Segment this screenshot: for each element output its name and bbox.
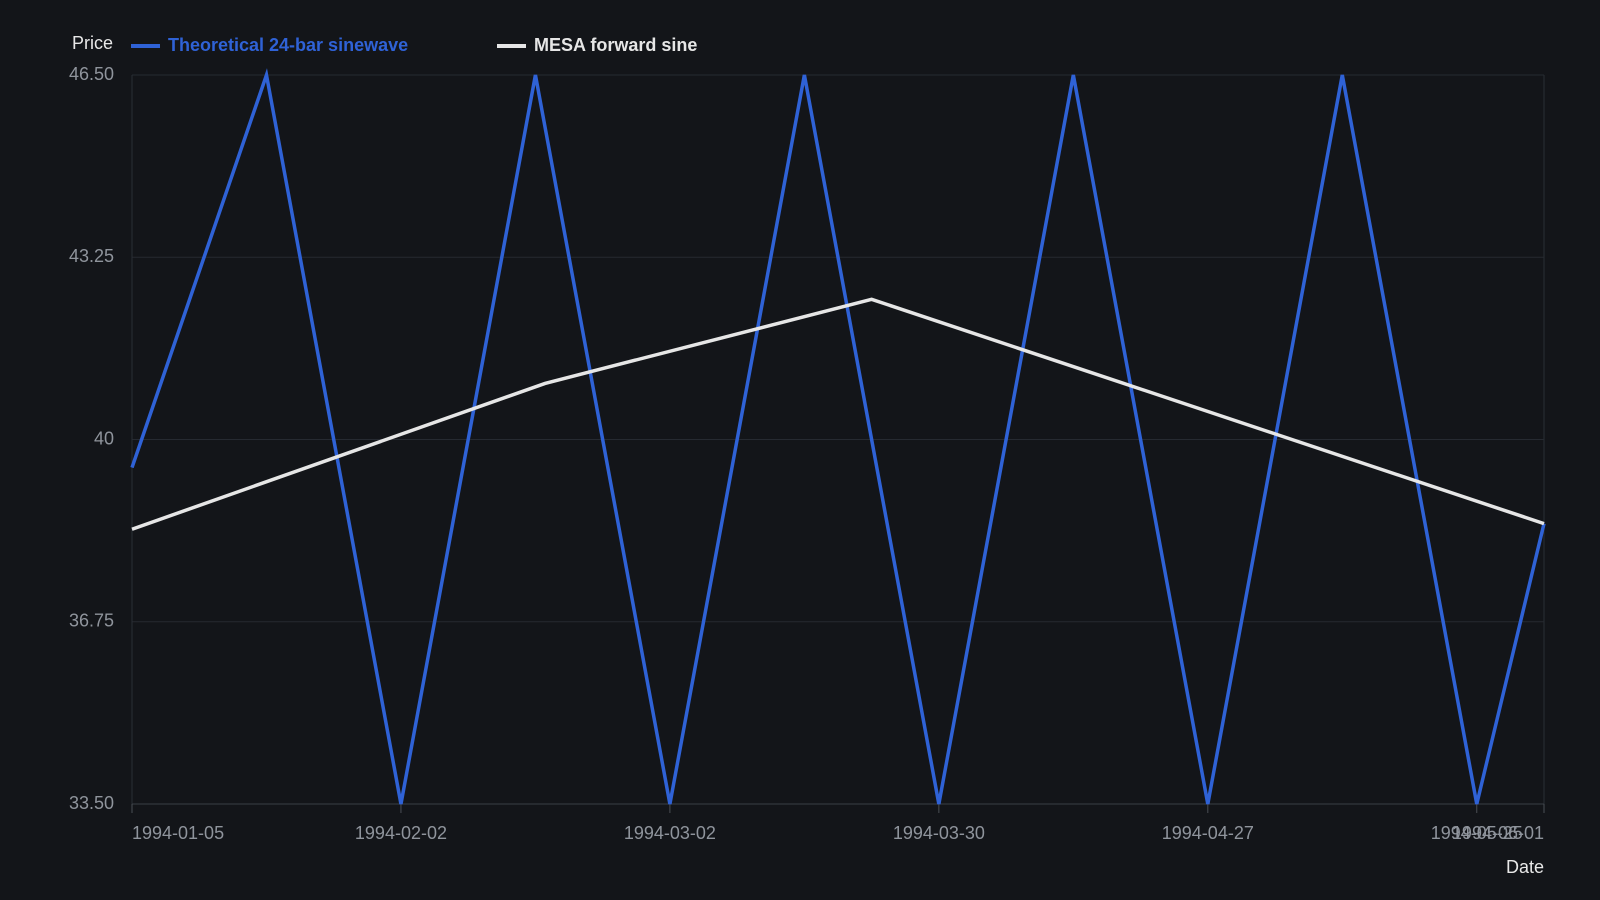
series-line — [131, 297, 1545, 531]
x-tick-label: 1994-06-01 — [1452, 823, 1544, 843]
x-tick-label: 1994-01-05 — [132, 823, 224, 843]
x-tick-label: 1994-03-30 — [893, 823, 985, 843]
x-tick-label: 1994-05-25 — [1431, 823, 1523, 843]
legend-label: Theoretical 24-bar sinewave — [168, 35, 408, 55]
y-tick-label: 46.50 — [69, 64, 114, 84]
x-tick-label: 1994-02-02 — [355, 823, 447, 843]
x-axis-label: Date — [1506, 857, 1544, 877]
y-axis-label: Price — [72, 33, 113, 53]
x-tick-label: 1994-03-02 — [624, 823, 716, 843]
series-line — [130, 68, 1546, 805]
y-tick-label: 36.75 — [69, 611, 114, 631]
y-tick-label: 33.50 — [69, 793, 114, 813]
y-tick-label: 43.25 — [69, 246, 114, 266]
x-tick-label: 1994-04-27 — [1162, 823, 1254, 843]
y-tick-label: 40 — [94, 428, 114, 448]
legend-label: MESA forward sine — [534, 35, 697, 55]
